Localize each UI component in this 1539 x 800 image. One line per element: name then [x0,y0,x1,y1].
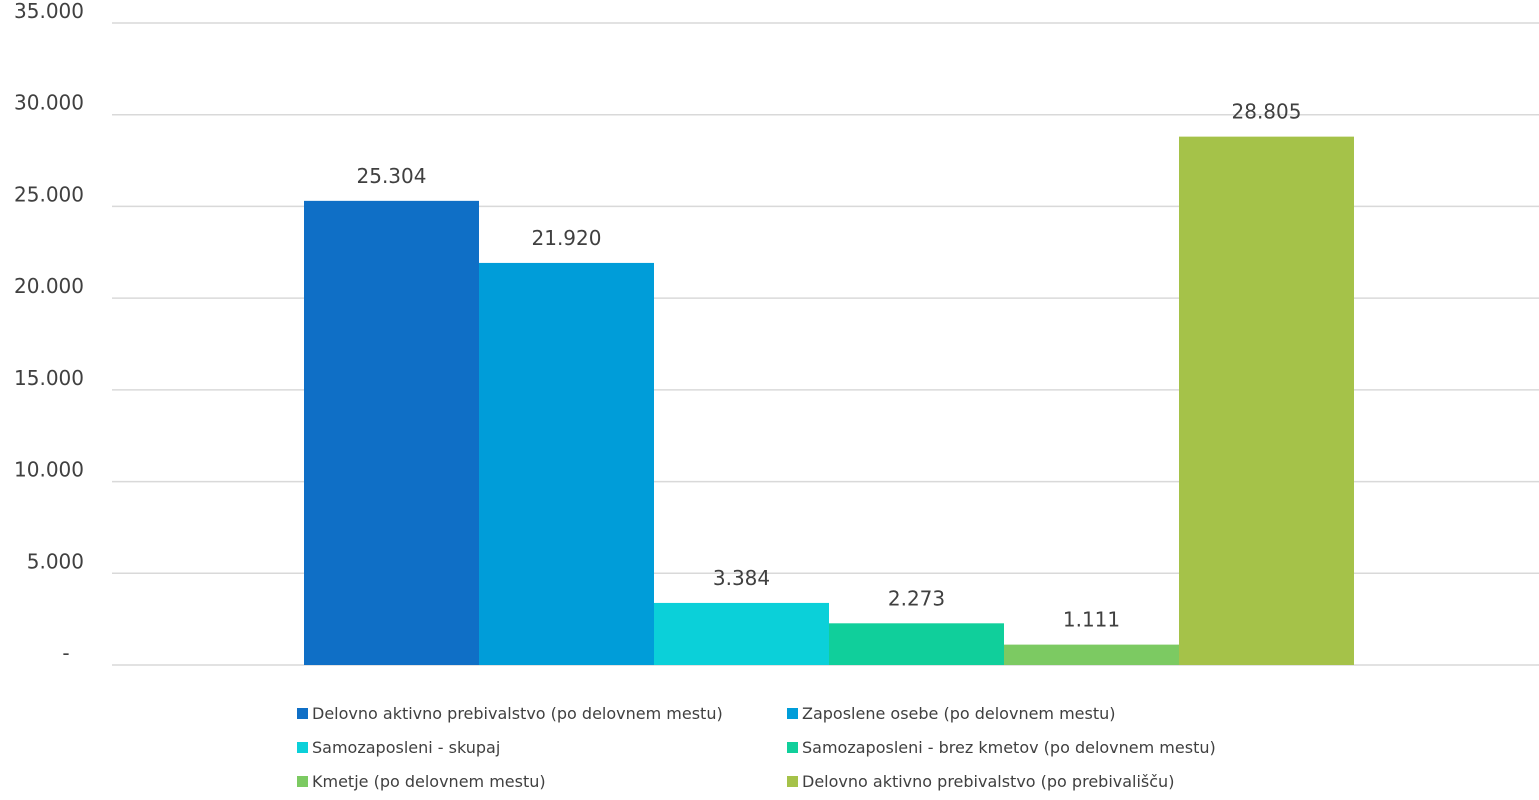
legend-label: Samozaposleni - skupaj [312,737,501,757]
bar [1004,644,1179,665]
bar [304,200,479,665]
bar-value-label: 2.273 [888,586,945,610]
y-tick-label: 25.000 [14,182,84,206]
legend-item: Zaposlene osebe (po delovnem mestu) [787,703,1277,723]
legend-swatch [297,707,308,719]
legend-swatch [787,741,798,753]
legend-item: Kmetje (po delovnem mestu) [297,771,787,791]
bar [654,602,829,665]
y-tick-label: - [62,641,69,665]
bar-value-label: 21.920 [532,226,602,250]
bar-value-label: 3.384 [713,566,770,590]
legend-item: Delovno aktivno prebivalstvo (po prebiva… [787,771,1277,791]
bar-value-label: 25.304 [357,164,427,188]
legend-item: Samozaposleni - skupaj [297,737,787,757]
y-tick-label: 35.000 [14,0,84,23]
y-tick-label: 5.000 [27,549,84,573]
y-tick-label: 15.000 [14,366,84,390]
legend-label: Delovno aktivno prebivalstvo (po prebiva… [802,771,1175,791]
bar-value-label: 1.111 [1063,608,1120,632]
y-axis-tick-labels: - 5.000 10.000 15.000 20.000 25.000 30.000 35.0… [14,0,84,665]
bar-value-label: 28.805 [1232,100,1302,124]
legend-label: Kmetje (po delovnem mestu) [312,771,546,791]
bar [1179,136,1354,665]
legend-label: Delovno aktivno prebivalstvo (po delovne… [312,703,723,723]
y-tick-label: 30.000 [14,91,84,115]
bar [479,262,654,665]
bars [304,136,1354,665]
legend-label: Zaposlene osebe (po delovnem mestu) [802,703,1116,723]
legend-item: Samozaposleni - brez kmetov (po delovnem… [787,737,1277,757]
bar [829,623,1004,665]
legend: Delovno aktivno prebivalstvo (po delovne… [297,703,1297,791]
legend-item: Delovno aktivno prebivalstvo (po delovne… [297,703,787,723]
legend-swatch [787,707,798,719]
legend-swatch [297,775,308,787]
legend-swatch [787,775,798,787]
legend-swatch [297,741,308,753]
legend-label: Samozaposleni - brez kmetov (po delovnem… [802,737,1216,757]
y-tick-label: 10.000 [14,458,84,482]
data-labels: 25.304 21.920 3.384 2.273 1.111 28.805 [357,100,1302,632]
y-tick-label: 20.000 [14,274,84,298]
